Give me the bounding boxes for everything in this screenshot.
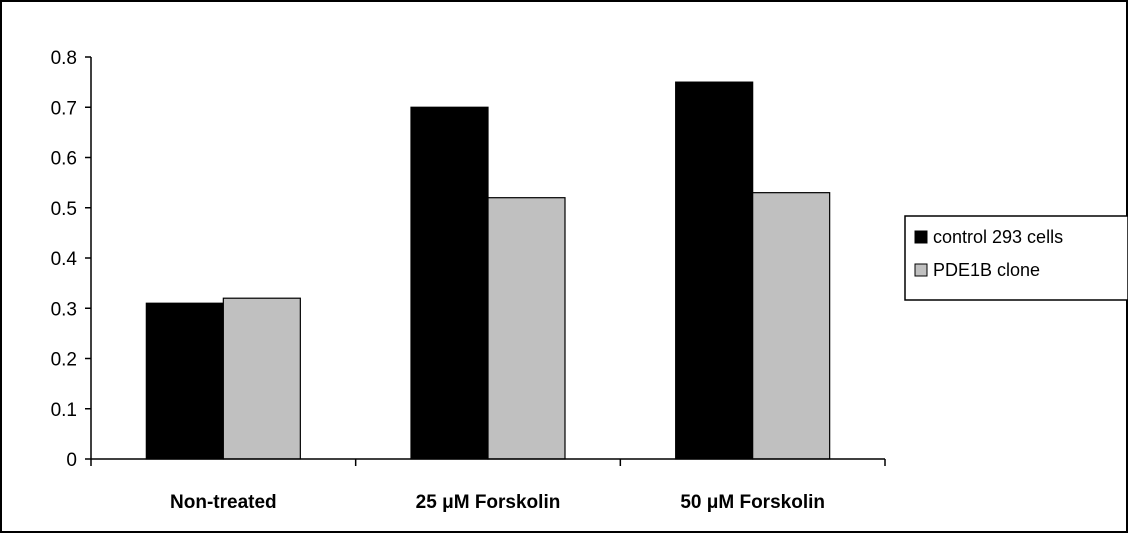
bar-control-293-cells [145,302,224,460]
x-axis: Non-treated 25 μM Forskolin 50 μM Forskoli… [170,492,825,513]
legend-swatch [914,263,928,277]
bar-control-293-cells [410,106,489,460]
legend-swatch [914,230,928,244]
x-category-label: Non-treated [170,492,277,513]
y-tick-label: 0 [66,450,77,471]
bar-pde1b-clone [752,192,831,460]
y-tick-label: 0.1 [51,400,77,421]
y-tick-label: 0.4 [51,249,78,270]
legend-label: control 293 cells [933,227,1063,247]
legend-label: PDE1B clone [933,260,1040,280]
y-tick-label: 0.8 [51,48,77,69]
legend-box [904,215,1128,301]
legend: control 293 cells PDE1B clone [904,215,1128,301]
y-tick-label: 0.2 [51,350,77,371]
y-axis: 0 0.1 0.2 0.3 0.4 0.5 0.6 0.7 0.8 [51,48,91,471]
y-tick-label: 0.7 [51,98,77,119]
y-tick-label: 0.3 [51,299,77,320]
bars [145,81,831,460]
bar-pde1b-clone [487,197,566,460]
y-tick-label: 0.6 [51,149,77,170]
x-category-label: 50 μM Forskolin [680,492,825,513]
bar-control-293-cells [675,81,754,460]
axes [90,57,886,466]
y-tick-label: 0.5 [51,199,77,220]
bar-pde1b-clone [222,297,301,460]
x-category-label: 25 μM Forskolin [416,492,561,513]
